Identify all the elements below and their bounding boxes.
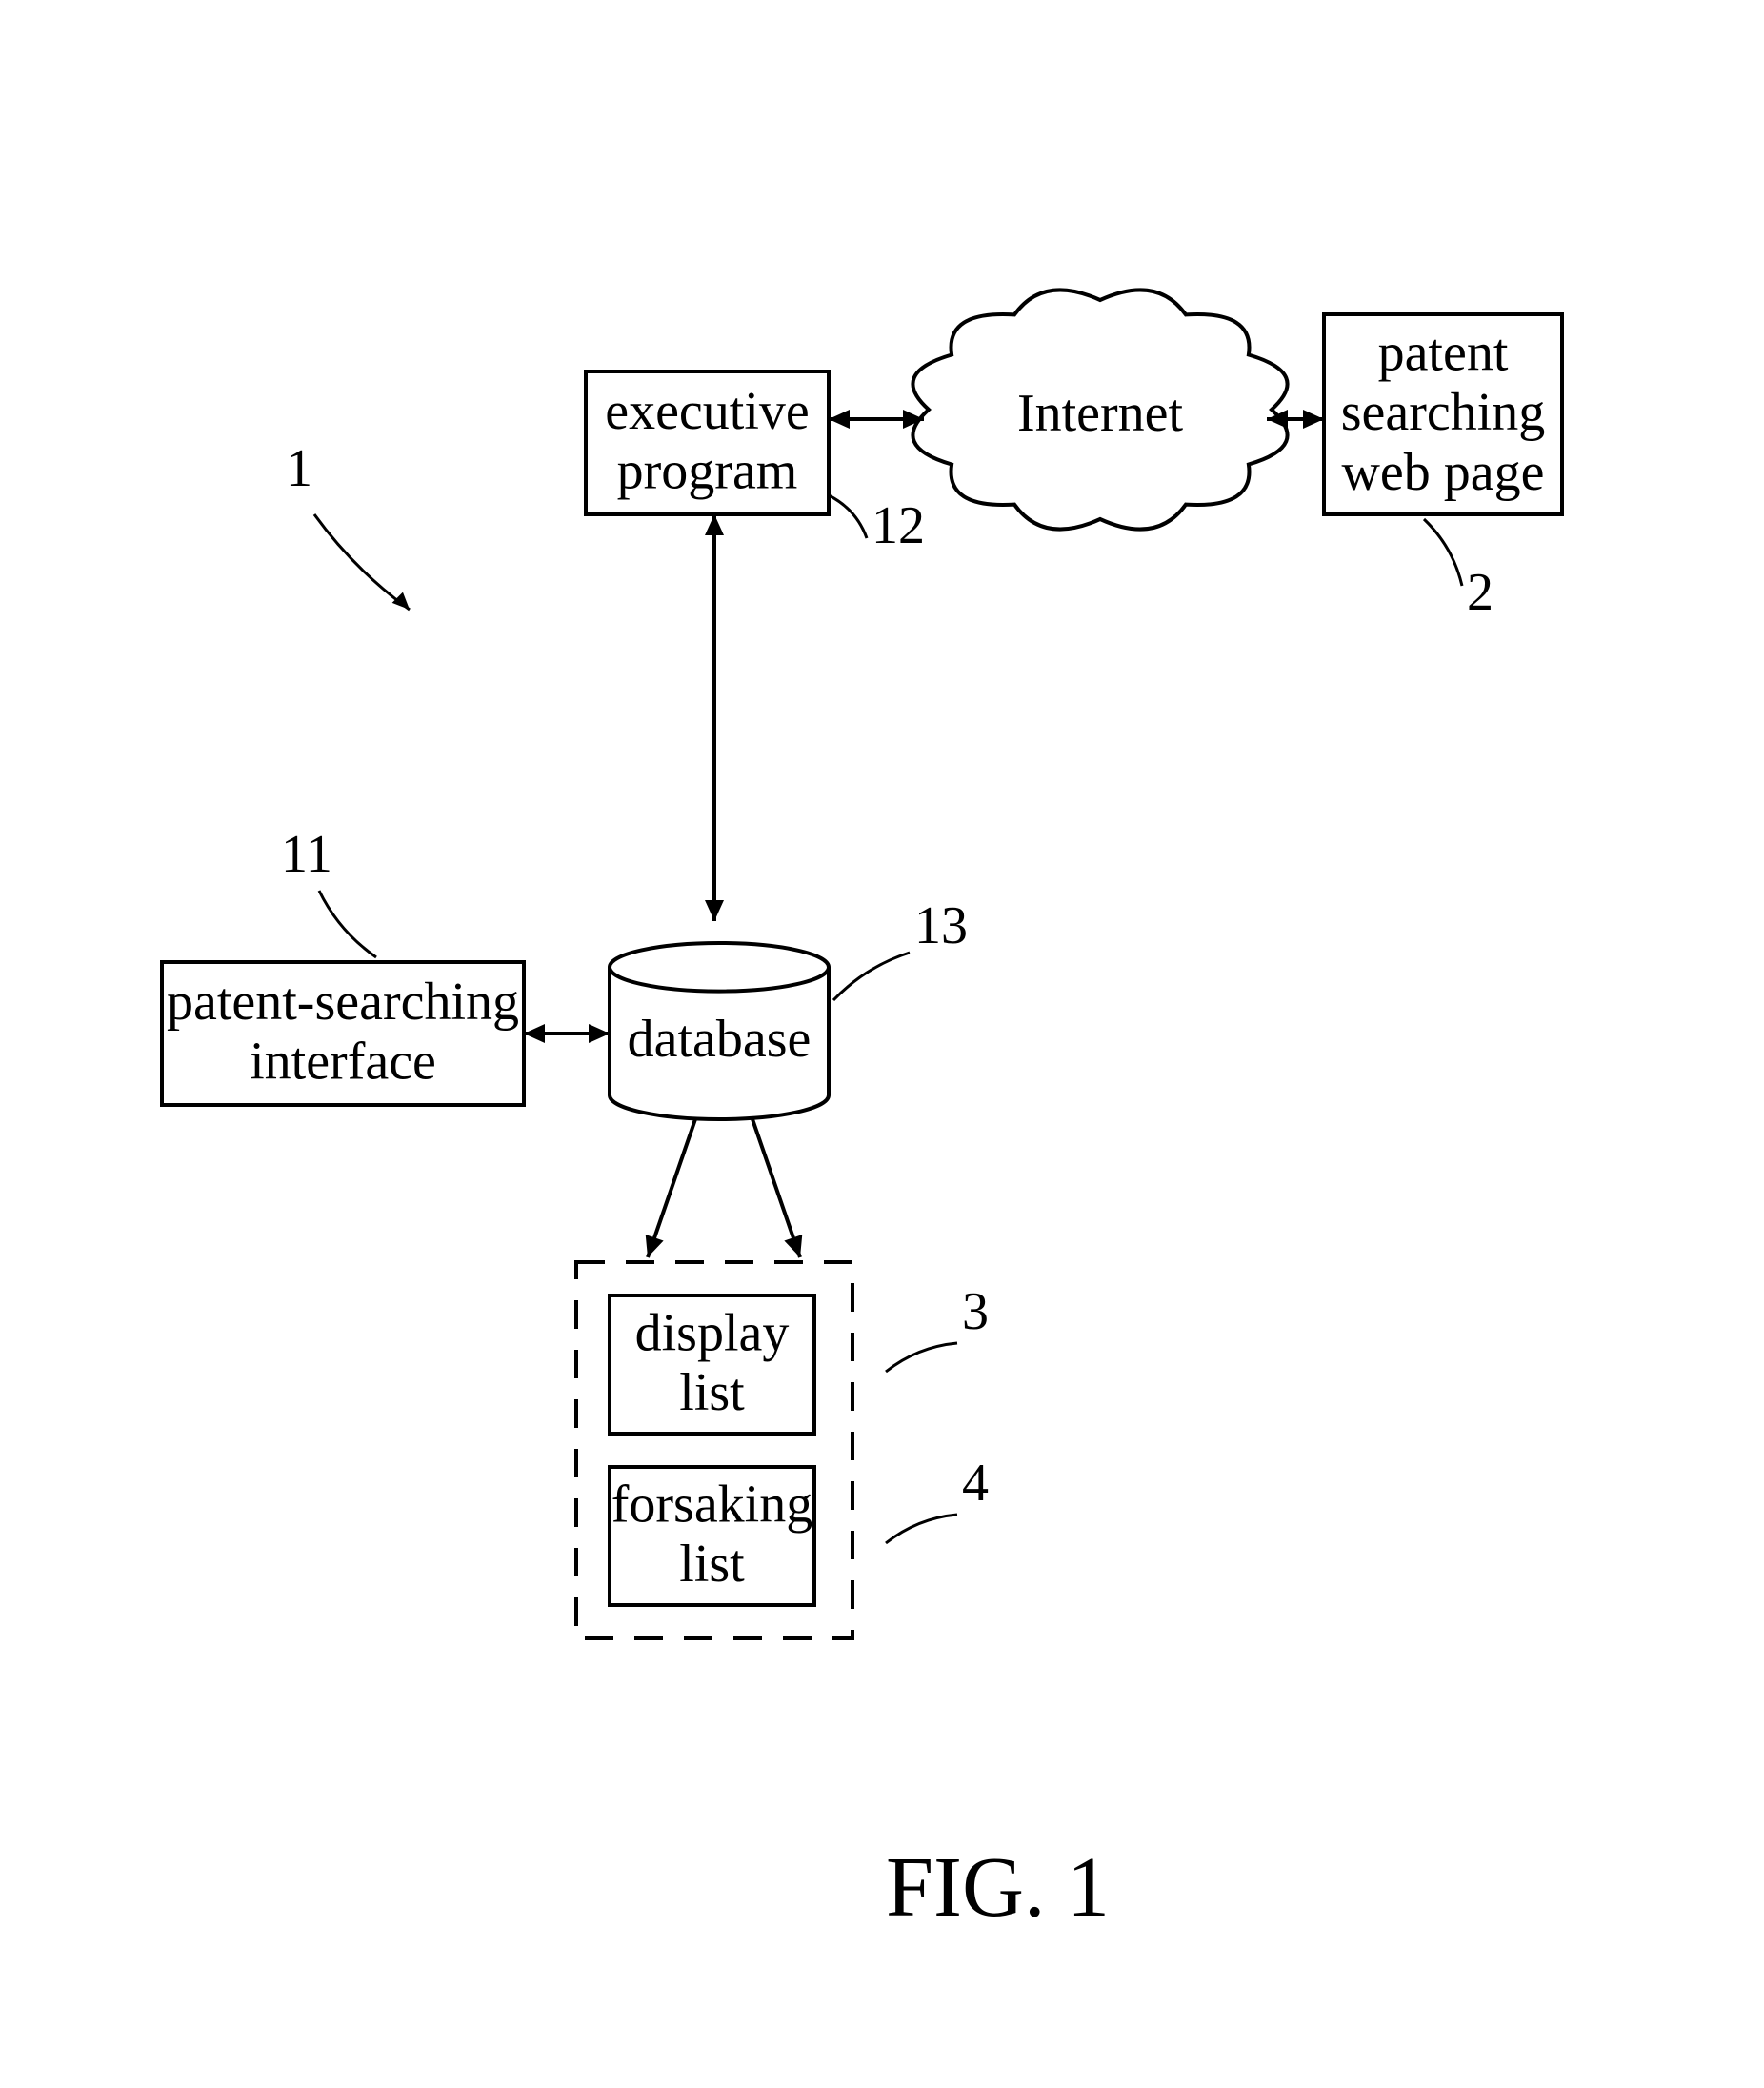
diagram-svg: 1 patent-searchinginterface 11 executivepro… — [0, 0, 1764, 2088]
ref-leader — [886, 1343, 957, 1372]
node-database-label: database — [628, 1010, 812, 1069]
arrow-head-icon — [784, 1235, 802, 1257]
ref-leader — [886, 1515, 957, 1543]
node-display_list-label: displaylist — [635, 1303, 790, 1422]
ref-label: 2 — [1467, 563, 1493, 622]
svg-text:list: list — [679, 1535, 745, 1594]
ref-leader — [829, 495, 867, 538]
node-database-top — [610, 943, 829, 992]
node-forsaking_list-label: forsakinglist — [611, 1475, 813, 1594]
svg-text:display: display — [635, 1303, 790, 1362]
arrow-head-icon — [392, 592, 410, 610]
ref-label: 12 — [872, 496, 925, 555]
svg-text:web page: web page — [1341, 443, 1544, 502]
system-ref-leader — [314, 514, 410, 610]
svg-text:program: program — [617, 442, 798, 501]
svg-text:searching: searching — [1341, 383, 1546, 442]
arrow-head-icon — [589, 1024, 610, 1043]
edge-database-dashed_group_right — [752, 1119, 800, 1257]
svg-text:interface: interface — [250, 1033, 436, 1092]
ref-leader — [1424, 519, 1462, 586]
ref-label: 11 — [281, 825, 332, 884]
svg-text:forsaking: forsaking — [611, 1475, 813, 1534]
ref-label: 3 — [962, 1282, 989, 1341]
arrow-head-icon — [829, 410, 850, 429]
node-patent_searching_interface-label: patent-searchinginterface — [167, 973, 519, 1092]
arrow-head-icon — [646, 1235, 664, 1257]
svg-text:list: list — [679, 1363, 745, 1422]
svg-text:Internet: Internet — [1017, 384, 1184, 443]
edge-database-dashed_group_left — [648, 1119, 695, 1257]
arrow-head-icon — [705, 514, 724, 535]
svg-text:patent-searching: patent-searching — [167, 973, 519, 1032]
arrow-head-icon — [705, 900, 724, 921]
node-internet-label: Internet — [1017, 384, 1184, 443]
svg-text:executive: executive — [605, 382, 810, 441]
ref-leader — [319, 891, 376, 957]
ref-label: 13 — [914, 896, 968, 955]
svg-text:patent: patent — [1378, 324, 1509, 383]
arrow-head-icon — [524, 1024, 545, 1043]
system-ref-label: 1 — [286, 439, 312, 498]
node-patent_searching_web_page-label: patentsearchingweb page — [1341, 324, 1546, 502]
figure-label: FIG. 1 — [886, 1838, 1110, 1937]
node-executive_program-label: executiveprogram — [605, 382, 810, 501]
diagram-canvas: 1 patent-searchinginterface 11 executivepro… — [0, 0, 1764, 2088]
ref-leader — [833, 953, 910, 1000]
ref-label: 4 — [962, 1454, 989, 1513]
arrow-head-icon — [1303, 410, 1324, 429]
svg-text:database: database — [628, 1010, 812, 1069]
